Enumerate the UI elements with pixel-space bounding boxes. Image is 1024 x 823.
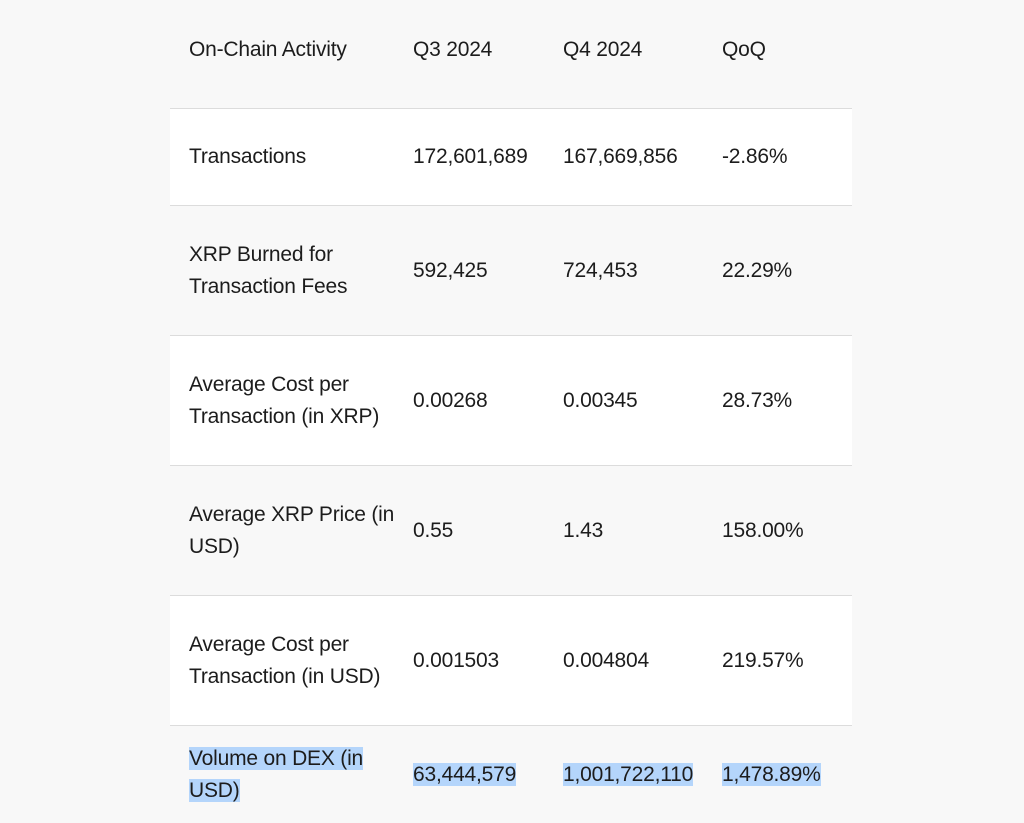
selected-text[interactable]: Volume on DEX (in USD) [189, 746, 364, 802]
row-label: Volume on DEX (in USD) [170, 743, 413, 807]
row-qoq-value: 28.73% [722, 388, 793, 412]
table-row-transactions: Transactions 172,601,689 167,669,856 -2.… [170, 109, 852, 206]
row-label: Average Cost per Transaction (in USD) [189, 632, 381, 688]
row-q4-value: 0.00345 [563, 388, 638, 412]
row-qoq-value: -2.86% [722, 145, 788, 168]
table-row-avg-cost-usd: Average Cost per Transaction (in USD) 0.… [170, 596, 852, 726]
row-q3-value: 592,425 [413, 258, 488, 282]
row-qoq-value: 158.00% [722, 518, 804, 542]
table-header-row: On-Chain Activity Q3 2024 Q4 2024 QoQ [170, 0, 852, 109]
table-row-avg-cost-xrp: Average Cost per Transaction (in XRP) 0.… [170, 336, 852, 466]
row-q3-value: 0.55 [413, 518, 454, 542]
row-label: Transactions [189, 145, 307, 168]
row-qoq-value: 1,478.89% [722, 759, 852, 791]
header-q4-2024: Q4 2024 [563, 38, 643, 61]
row-q4-value: 1,001,722,110 [563, 759, 722, 791]
row-label: XRP Burned for Transaction Fees [189, 242, 348, 298]
on-chain-activity-table: On-Chain Activity Q3 2024 Q4 2024 QoQ Tr… [170, 0, 852, 823]
row-q4-value: 1.43 [563, 518, 604, 542]
selected-text[interactable]: 63,444,579 [413, 762, 517, 786]
header-q3-2024: Q3 2024 [413, 38, 493, 61]
row-q3-value: 0.001503 [413, 648, 499, 672]
selected-text[interactable]: 1,001,722,110 [563, 762, 694, 786]
table-row-avg-xrp-price: Average XRP Price (in USD) 0.55 1.43 158… [170, 466, 852, 596]
row-qoq-value: 219.57% [722, 648, 804, 672]
table-row-xrp-burned: XRP Burned for Transaction Fees 592,425 … [170, 206, 852, 336]
selected-text[interactable]: 1,478.89% [722, 762, 821, 786]
row-q3-value: 63,444,579 [413, 759, 563, 791]
row-q3-value: 172,601,689 [413, 145, 528, 168]
table-row-volume-dex: Volume on DEX (in USD) 63,444,579 1,001,… [170, 726, 852, 823]
row-label: Average XRP Price (in USD) [189, 502, 395, 558]
row-q3-value: 0.00268 [413, 388, 488, 412]
header-qoq: QoQ [722, 38, 766, 61]
row-label: Average Cost per Transaction (in XRP) [189, 372, 380, 428]
row-qoq-value: 22.29% [722, 258, 793, 282]
header-on-chain-activity: On-Chain Activity [189, 38, 347, 61]
row-q4-value: 167,669,856 [563, 145, 678, 168]
row-q4-value: 0.004804 [563, 648, 649, 672]
row-q4-value: 724,453 [563, 258, 638, 282]
